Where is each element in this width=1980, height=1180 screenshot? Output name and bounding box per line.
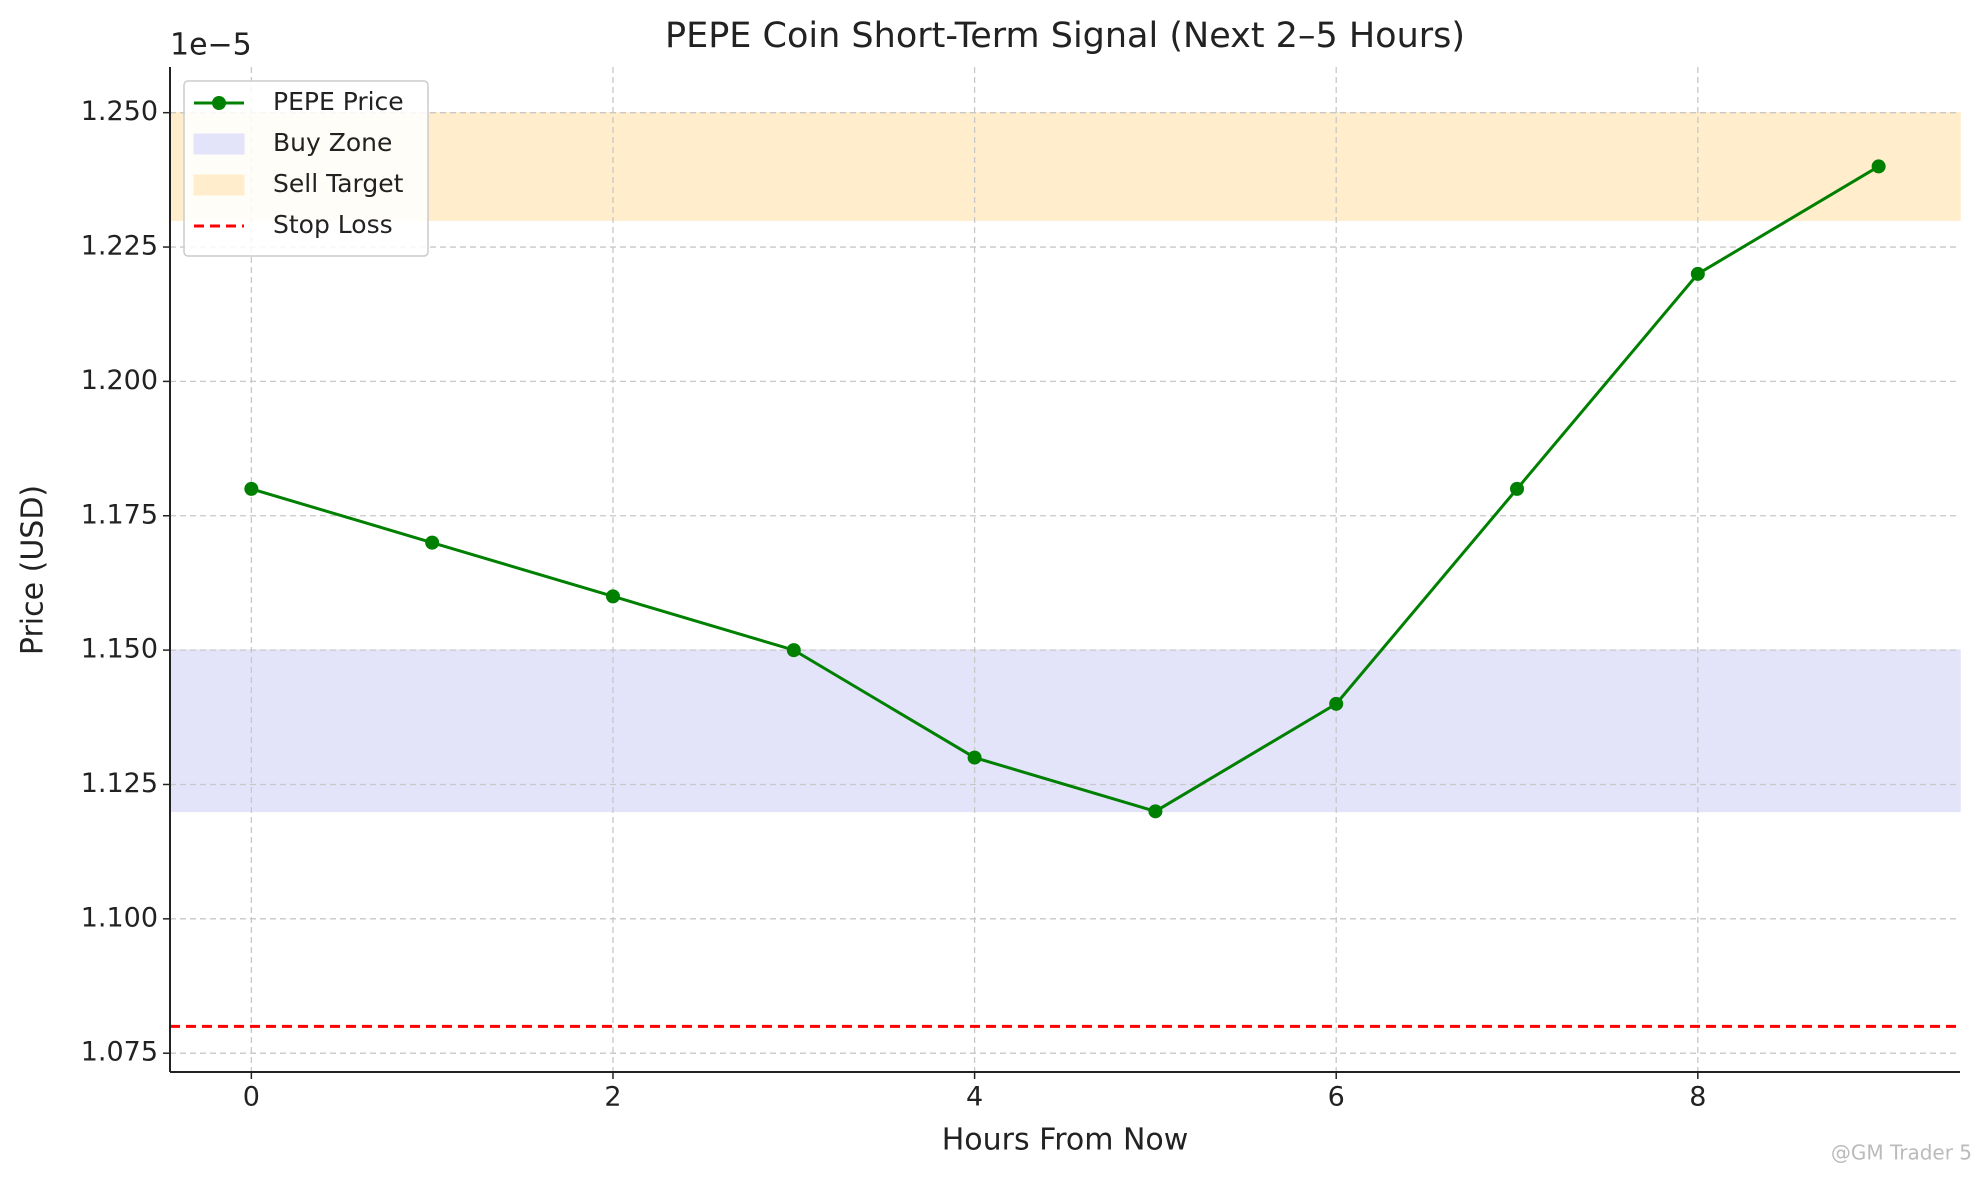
x-tick-label: 6: [1328, 1082, 1345, 1113]
legend-label: PEPE Price: [273, 87, 404, 116]
x-tick-label: 2: [604, 1082, 621, 1113]
price-point: [605, 589, 620, 604]
y-tick-label: 1.150: [81, 634, 158, 665]
y-tick-label: 1.175: [81, 499, 158, 530]
legend-swatch: [193, 174, 245, 196]
band: [169, 649, 1961, 813]
legend-label: Stop Loss: [273, 210, 393, 239]
legend-swatch: [193, 133, 245, 155]
x-axis-label: Hours From Now: [942, 1123, 1189, 1158]
watermark: @GM Trader 5: [1831, 1141, 1972, 1165]
x-tick-label: 4: [966, 1082, 983, 1113]
legend-label: Sell Target: [273, 169, 404, 198]
y-tick-label: 1.125: [81, 768, 158, 799]
legend-marker: [212, 96, 226, 110]
price-point: [1510, 481, 1525, 496]
y-tick-label: 1.200: [81, 365, 158, 396]
y-axis-label: Price (USD): [16, 485, 51, 655]
band: [169, 111, 1961, 221]
y-tick-label: 1.100: [81, 902, 158, 933]
chart-title: PEPE Coin Short-Term Signal (Next 2–5 Ho…: [665, 16, 1465, 56]
y-tick-label: 1.250: [81, 96, 158, 127]
x-tick-label: 0: [243, 1082, 260, 1113]
y-offset-label: 1e−5: [170, 28, 252, 63]
price-point: [244, 481, 259, 496]
price-line: [250, 165, 1880, 813]
y-tick-label: 1.225: [81, 231, 158, 262]
legend-box: [183, 80, 429, 257]
y-tick-label: 1.075: [81, 1037, 158, 1068]
price-point: [967, 750, 982, 765]
price-point: [1871, 159, 1886, 174]
price-point: [1690, 266, 1705, 281]
price-point: [425, 535, 440, 550]
x-tick-label: 8: [1689, 1082, 1706, 1113]
price-point: [1329, 696, 1344, 711]
price-point: [786, 643, 801, 658]
price-point: [1148, 804, 1163, 819]
legend-label: Buy Zone: [273, 128, 392, 157]
